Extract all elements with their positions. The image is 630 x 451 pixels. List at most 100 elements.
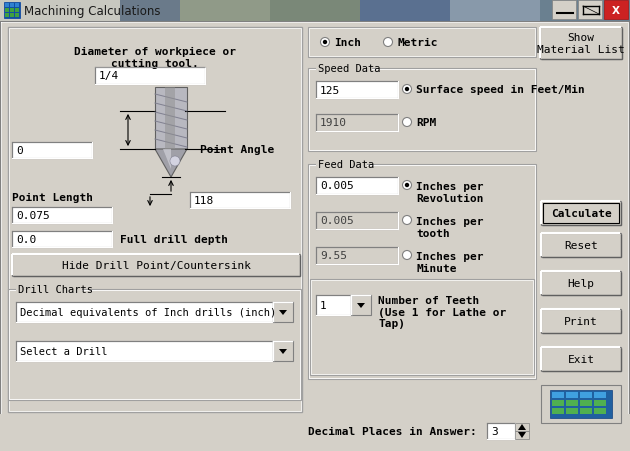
Bar — [12, 207, 112, 224]
Circle shape — [384, 38, 392, 47]
Bar — [12, 231, 112, 248]
Text: Exit: Exit — [568, 354, 595, 364]
Bar — [165, 88, 175, 150]
Bar — [180, 0, 270, 22]
Text: RPM: RPM — [416, 118, 436, 128]
Bar — [309, 166, 535, 378]
Bar — [90, 0, 180, 22]
Bar — [566, 392, 578, 398]
Bar — [316, 248, 398, 264]
Bar — [13, 255, 301, 277]
Text: Reset: Reset — [564, 240, 598, 250]
Polygon shape — [518, 424, 526, 430]
Bar — [316, 178, 398, 194]
Circle shape — [405, 87, 410, 92]
Bar — [311, 281, 533, 374]
Text: Diameter of workpiece or
cutting tool.: Diameter of workpiece or cutting tool. — [74, 47, 236, 69]
Circle shape — [403, 251, 411, 260]
Bar — [580, 408, 592, 414]
Bar — [580, 400, 592, 406]
Bar — [8, 28, 302, 412]
Bar — [0, 414, 630, 451]
Bar — [10, 9, 14, 13]
Bar — [12, 143, 92, 159]
Bar — [15, 14, 19, 18]
Bar — [273, 302, 293, 322]
Bar — [552, 392, 564, 398]
Text: 3: 3 — [491, 426, 498, 436]
Text: 1: 1 — [320, 300, 327, 310]
Text: Inches per
tooth: Inches per tooth — [416, 216, 483, 238]
Text: Inches per
Revolution: Inches per Revolution — [416, 182, 483, 203]
Polygon shape — [518, 432, 526, 438]
Bar — [541, 309, 621, 333]
Text: Number of Teeth
(Use 1 for Lathe or
Tap): Number of Teeth (Use 1 for Lathe or Tap) — [378, 295, 507, 328]
Text: Calculate: Calculate — [551, 208, 611, 219]
Bar — [542, 235, 622, 258]
Bar — [566, 408, 578, 414]
Bar — [594, 392, 606, 398]
Bar — [10, 14, 14, 18]
Text: Machining Calculations: Machining Calculations — [24, 5, 161, 18]
Bar — [310, 279, 534, 375]
Bar — [594, 400, 606, 406]
Bar — [360, 0, 450, 22]
Text: Inches per
Minute: Inches per Minute — [416, 252, 483, 273]
Bar — [308, 28, 536, 58]
Bar — [542, 310, 622, 334]
Bar — [542, 348, 622, 372]
Text: Inch: Inch — [334, 38, 361, 48]
Bar — [316, 65, 372, 74]
Bar — [515, 423, 529, 431]
Text: Print: Print — [564, 316, 598, 326]
Text: Show
Material List: Show Material List — [537, 33, 625, 55]
Text: 118: 118 — [194, 196, 214, 206]
Text: Hide Drill Point/Countersink: Hide Drill Point/Countersink — [62, 260, 251, 271]
Text: Metric: Metric — [397, 38, 437, 48]
Text: 0.005: 0.005 — [320, 216, 354, 226]
Bar — [550, 390, 612, 418]
Text: Select a Drill: Select a Drill — [20, 346, 108, 356]
Text: Decimal equivalents of Inch drills (inch): Decimal equivalents of Inch drills (inch… — [20, 307, 276, 318]
Bar — [450, 0, 540, 22]
Text: Help: Help — [568, 278, 595, 288]
Bar — [9, 29, 301, 411]
Bar — [9, 290, 300, 399]
Circle shape — [403, 181, 411, 190]
Text: 0: 0 — [16, 146, 23, 156]
Text: 1910: 1910 — [320, 118, 347, 128]
Text: Feed Data: Feed Data — [318, 160, 374, 170]
Polygon shape — [279, 310, 287, 315]
Bar — [4, 3, 20, 19]
Polygon shape — [279, 349, 287, 354]
Bar — [316, 115, 398, 132]
Bar — [604, 1, 628, 20]
Bar — [540, 0, 630, 22]
Bar — [487, 423, 515, 439]
Bar — [155, 88, 187, 150]
Bar — [0, 0, 630, 22]
Bar — [309, 70, 535, 151]
Bar — [8, 290, 301, 400]
Bar — [16, 341, 273, 361]
Bar — [308, 165, 536, 379]
Bar — [309, 29, 535, 57]
Bar — [316, 82, 398, 99]
Bar — [316, 295, 351, 315]
Text: Drill Charts: Drill Charts — [18, 285, 93, 295]
Bar — [351, 295, 371, 315]
Text: X: X — [612, 5, 620, 15]
Circle shape — [403, 85, 411, 94]
Bar — [16, 302, 273, 322]
Circle shape — [323, 41, 327, 45]
Bar — [0, 0, 90, 22]
Bar — [0, 0, 120, 22]
Bar — [10, 4, 14, 8]
Bar — [540, 28, 622, 60]
Text: 0.0: 0.0 — [16, 235, 37, 244]
Text: Point Angle: Point Angle — [200, 145, 274, 155]
Bar — [12, 254, 300, 276]
Bar — [95, 68, 205, 85]
Bar — [515, 431, 529, 439]
Text: Full drill depth: Full drill depth — [120, 235, 228, 244]
